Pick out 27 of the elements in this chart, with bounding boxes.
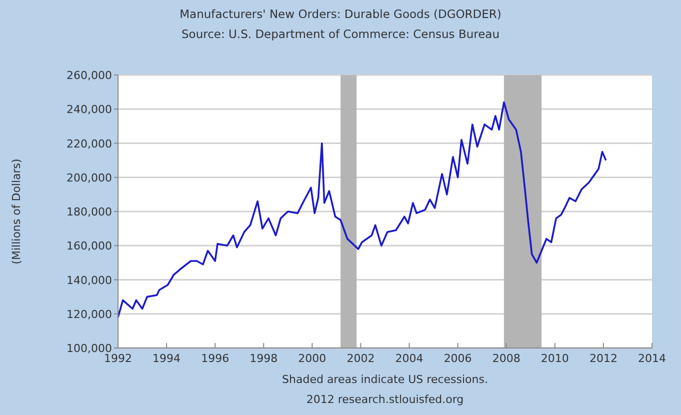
y-tick-label: 180,000 (66, 206, 112, 218)
chart-subtitle: Source: U.S. Department of Commerce: Census Bureau (181, 27, 500, 41)
x-tick-label: 2004 (395, 352, 424, 365)
chart-title: Manufacturers' New Orders: Durable Goods (DGORDER) (180, 7, 502, 21)
x-tick-label: 2000 (298, 352, 326, 365)
y-tick-label: 220,000 (66, 137, 112, 150)
x-tick-label: 2012 (589, 352, 618, 365)
y-axis-title: (Millions of Dollars) (10, 158, 23, 264)
y-tick-label: 160,000 (66, 240, 112, 253)
x-tick-label: 1992 (104, 352, 132, 365)
x-tick-label: 2006 (444, 352, 472, 365)
y-tick-label: 200,000 (66, 171, 112, 184)
text: Shaded areas indicate US recessions. (282, 373, 488, 386)
y-tick-label: 140,000 (66, 274, 112, 287)
y-tick-label: 260,000 (66, 69, 112, 82)
x-tick-label: 1998 (250, 352, 278, 365)
y-tick-label: 240,000 (66, 103, 112, 116)
y-tick-label: 100,000 (66, 342, 112, 355)
y-tick-label: 120,000 (66, 308, 112, 321)
x-tick-label: 2014 (638, 352, 666, 365)
text: 2012 research.stlouisfed.org (306, 393, 464, 406)
x-tick-label: 2010 (540, 352, 569, 365)
line-series (117, 101, 607, 318)
x-tick-label: 2002 (346, 352, 375, 365)
x-tick-label: 1996 (201, 352, 230, 365)
x-tick-label: 2008 (492, 352, 520, 365)
x-tick-label: 1994 (152, 352, 181, 365)
